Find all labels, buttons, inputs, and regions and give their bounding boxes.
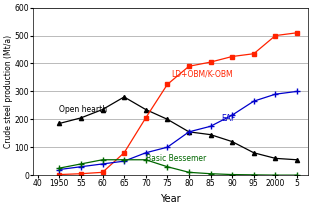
X-axis label: Year: Year [160, 194, 181, 204]
Text: Open hearth: Open hearth [59, 105, 107, 114]
Text: EAF: EAF [222, 114, 236, 124]
Text: LD+OBM/K-OBM: LD+OBM/K-OBM [172, 70, 233, 79]
Text: Basic Bessemer: Basic Bessemer [146, 154, 206, 163]
Y-axis label: Crude steel production (Mt/a): Crude steel production (Mt/a) [4, 35, 13, 148]
